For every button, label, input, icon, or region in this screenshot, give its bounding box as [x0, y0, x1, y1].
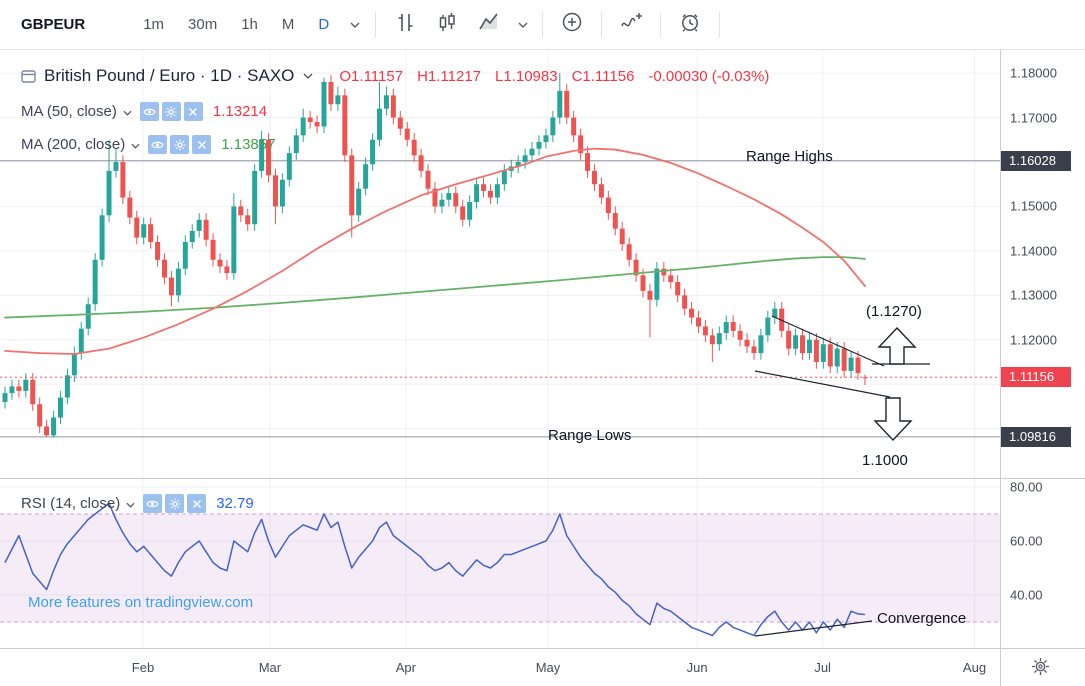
price-tick: 1.17000 — [1010, 110, 1057, 126]
indicators-icon — [619, 10, 644, 39]
rsi-tick: 80.00 — [1010, 479, 1043, 495]
close-icon[interactable] — [192, 135, 212, 154]
bar-style-button[interactable] — [384, 6, 426, 44]
timeframe-M[interactable]: M — [281, 16, 295, 33]
rsi-value: 32.79 — [216, 495, 254, 512]
price-tick: 1.13000 — [1010, 287, 1057, 303]
timeframe-1h[interactable]: 1h — [241, 16, 258, 33]
symbol-name[interactable]: GBPEUR — [21, 16, 86, 33]
rsi-label[interactable]: RSI (14, close) — [21, 495, 121, 512]
close-value: C1.11156 — [571, 67, 635, 85]
ma50-controls — [139, 102, 203, 121]
rsi-controls — [143, 494, 207, 513]
candlestick-icon — [436, 11, 459, 39]
compare-button[interactable] — [551, 6, 593, 44]
high-value: H1.11217 — [417, 67, 482, 85]
price-axis[interactable]: 1.18000 1.17000 1.15000 1.14000 1.13000 1.120… — [1000, 50, 1085, 686]
toolbar-divider — [601, 11, 603, 38]
candle-style-button[interactable] — [426, 6, 468, 44]
gear-icon[interactable] — [170, 135, 190, 154]
gear-icon[interactable] — [165, 494, 185, 513]
gear-icon[interactable] — [161, 102, 181, 121]
ma50-value: 1.13214 — [212, 103, 268, 120]
toolbar-divider — [542, 11, 544, 38]
ma200-value: 1.13857 — [221, 136, 276, 153]
plus-circle-icon — [560, 10, 584, 39]
range-lows-label: Range Lows — [548, 427, 632, 444]
current-price-label: 1.11156 — [1001, 367, 1071, 388]
rsi-tick: 40.00 — [1010, 587, 1043, 603]
axis-settings-gear-icon[interactable] — [1031, 657, 1050, 676]
time-tick-feb: Feb — [131, 660, 155, 675]
ma50-legend-row: MA (50, close) 1.13214 — [21, 102, 267, 121]
chevron-down-icon[interactable] — [131, 143, 140, 149]
timeframe-dropdown-button[interactable] — [341, 6, 367, 44]
timeframe-D[interactable]: D — [318, 16, 330, 33]
upside-target-label: (1.1270) — [866, 303, 922, 320]
price-tick: 1.14000 — [1010, 243, 1057, 259]
toolbar-divider — [375, 11, 377, 38]
chevron-down-icon[interactable] — [126, 502, 135, 508]
time-tick-mar: Mar — [258, 660, 282, 675]
time-tick-aug: Aug — [962, 660, 987, 675]
area-chart-icon — [477, 10, 501, 39]
price-tick: 1.12000 — [1010, 332, 1057, 348]
range-highs-label: Range Highs — [746, 148, 833, 165]
symbol-menu-chevron-icon[interactable] — [303, 73, 313, 79]
range-high-price-label: 1.16028 — [1001, 150, 1071, 171]
alarm-clock-icon — [678, 10, 702, 39]
chevron-down-icon[interactable] — [123, 110, 132, 116]
chart-title[interactable]: British Pound / Euro · 1D · SAXO — [44, 66, 295, 85]
legend-panel-icon[interactable] — [21, 69, 36, 83]
time-tick-apr: Apr — [395, 660, 416, 675]
time-tick-jun: Jun — [686, 660, 708, 675]
toolbar-divider — [719, 11, 721, 38]
chevron-down-icon — [518, 22, 528, 28]
toolbar: GBPEUR 1m 30m 1h M D — [0, 0, 1085, 50]
eye-icon[interactable] — [143, 494, 163, 513]
chevron-down-icon — [350, 22, 360, 28]
price-tick: 1.15000 — [1010, 198, 1057, 214]
indicators-button[interactable] — [610, 6, 652, 44]
price-tick: 1.18000 — [1010, 65, 1057, 81]
time-tick-may: May — [535, 660, 561, 675]
time-axis[interactable]: Feb Mar Apr May Jun Jul Aug — [0, 648, 1085, 686]
downside-target-label: 1.1000 — [862, 452, 908, 469]
pane-separator[interactable] — [0, 478, 1085, 479]
ma50-label[interactable]: MA (50, close) — [21, 103, 117, 120]
change-value: -0.00030 (-0.03%) — [648, 67, 770, 85]
chart-legend: British Pound / Euro · 1D · SAXO O1.1115… — [21, 66, 769, 86]
open-value: O1.11157 — [339, 67, 404, 85]
toolbar-divider — [660, 11, 662, 38]
timeframe-1m[interactable]: 1m — [143, 16, 165, 33]
rsi-legend-row: RSI (14, close) 32.79 — [21, 494, 254, 513]
alert-button[interactable] — [669, 6, 711, 44]
time-tick-jul: Jul — [814, 660, 831, 675]
close-icon[interactable] — [187, 494, 207, 513]
close-icon[interactable] — [183, 102, 203, 121]
convergence-label: Convergence — [877, 610, 967, 627]
low-value: L1.10983 — [495, 67, 558, 85]
ohlc-readout: O1.11157 H1.11217 L1.10983 C1.11156 -0.0… — [339, 68, 769, 85]
rsi-tick: 60.00 — [1010, 533, 1043, 549]
tradingview-watermark-link[interactable]: More features on tradingview.com — [28, 594, 254, 611]
ma200-controls — [148, 135, 212, 154]
timeframe-30m[interactable]: 30m — [188, 16, 218, 33]
eye-icon[interactable] — [139, 102, 159, 121]
area-style-button[interactable] — [468, 6, 510, 44]
eye-icon[interactable] — [148, 135, 168, 154]
ma200-legend-row: MA (200, close) 1.13857 — [21, 135, 275, 154]
style-dropdown-button[interactable] — [510, 6, 534, 44]
ohlc-bars-icon — [394, 11, 417, 39]
ma200-label[interactable]: MA (200, close) — [21, 136, 126, 153]
range-low-price-label: 1.09816 — [1001, 426, 1071, 447]
